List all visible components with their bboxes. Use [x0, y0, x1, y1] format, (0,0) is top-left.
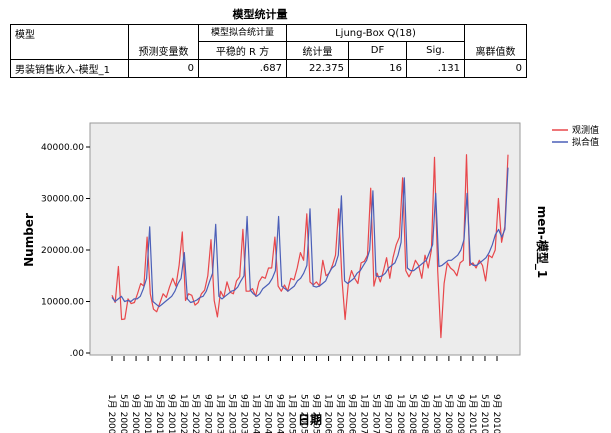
x-tick-label: 9月 2002: [202, 394, 213, 433]
sequence-chart: 40000.00 30000.00 20000.00 10000.00 .00 1月 2…: [22, 122, 599, 433]
x-tick-label: 9月 2010: [491, 394, 502, 433]
x-tick-label: 9月 2000: [130, 394, 141, 433]
header-outliers: 离群值数: [464, 24, 527, 60]
x-tick-label: 1月 2008: [395, 394, 406, 433]
x-tick-label: 1月 2005: [286, 394, 297, 433]
x-tick-label: 1月 2009: [431, 394, 442, 433]
y-tick-label: 20000.00: [41, 246, 84, 256]
x-tick-label: 5月 2009: [443, 394, 454, 433]
y-tick-label: 10000.00: [41, 298, 84, 308]
cell-outliers: 0: [464, 59, 527, 78]
header-fit-stats: 模型拟合统计量: [198, 24, 287, 42]
table-row: 男装销售收入-模型_1 0 .687 22.375 16 .131 0: [10, 59, 527, 78]
x-axis: 1月 2000 5月 2000 9月 2000 1月 2001 5月 2001 9月 20…: [106, 356, 502, 433]
x-tick-label: 9月 2004: [274, 394, 285, 433]
x-tick-label: 5月 2010: [479, 394, 490, 433]
x-tick-label: 1月 2003: [214, 394, 225, 433]
x-tick-label: 1月 2004: [250, 394, 261, 433]
x-tick-label: 9月 2001: [166, 394, 177, 433]
cell-statistic: 22.375: [286, 59, 349, 78]
right-axis-title: men-模型_1: [534, 206, 550, 279]
y-tick-label: 30000.00: [41, 195, 84, 205]
x-tick-label: 9月 2008: [419, 394, 430, 433]
x-tick-label: 1月 2001: [142, 394, 153, 433]
x-tick-label: 5月 2002: [190, 394, 201, 433]
x-tick-label: 1月 2002: [178, 394, 189, 433]
x-tick-label: 5月 2007: [371, 394, 382, 433]
x-tick-label: 5月 2003: [226, 394, 237, 433]
series-line-0: [111, 154, 509, 339]
x-axis-title: 日期: [298, 412, 322, 427]
cell-predictor-count: 0: [128, 59, 199, 78]
model-statistics-table: 模型 预测变量数 模型拟合统计量 Ljung-Box Q(18) 离群值数 平稳…: [10, 24, 527, 78]
legend-label: 观测值: [572, 124, 599, 136]
cell-model-name: 男装销售收入-模型_1: [10, 59, 129, 78]
x-tick-label: 1月 2010: [467, 394, 478, 433]
header-predictor-count: 预测变量数: [128, 24, 199, 60]
header-sig: Sig.: [406, 41, 465, 60]
x-tick-label: 9月 2003: [238, 394, 249, 433]
cell-stationary-r2: .687: [198, 59, 287, 78]
header-df: DF: [348, 41, 407, 60]
cell-df: 16: [348, 59, 407, 78]
header-stationary-r2: 平稳的 R 方: [198, 41, 287, 60]
series-lines: [111, 154, 509, 339]
y-axis: 40000.00 30000.00 20000.00 10000.00 .00: [41, 143, 90, 359]
y-axis-title: Number: [22, 213, 36, 267]
x-tick-label: 5月 2005: [299, 394, 310, 433]
header-statistic: 统计量: [286, 41, 349, 60]
series-line-1: [111, 167, 509, 308]
y-tick-label: .00: [70, 349, 85, 359]
x-tick-label: 9月 2005: [311, 394, 322, 433]
x-tick-label: 5月 2004: [262, 394, 273, 433]
x-tick-label: 9月 2007: [383, 394, 394, 433]
y-tick-label: 40000.00: [41, 143, 84, 153]
x-tick-label: 5月 2008: [407, 394, 418, 433]
x-tick-label: 5月 2000: [118, 394, 129, 433]
x-tick-label: 5月 2001: [154, 394, 165, 433]
table-title: 模型统计量: [232, 8, 288, 21]
legend-label: 拟合值: [572, 136, 599, 148]
cell-sig: .131: [406, 59, 465, 78]
x-tick-label: 9月 2006: [347, 394, 358, 433]
x-tick-label: 9月 2009: [455, 394, 466, 433]
x-tick-label: 1月 2006: [323, 394, 334, 433]
x-tick-label: 1月 2007: [359, 394, 370, 433]
x-tick-label: 5月 2006: [335, 394, 346, 433]
x-tick-label: 1月 2000: [106, 394, 117, 433]
header-model: 模型: [10, 24, 129, 60]
header-ljung-box: Ljung-Box Q(18): [286, 24, 465, 42]
